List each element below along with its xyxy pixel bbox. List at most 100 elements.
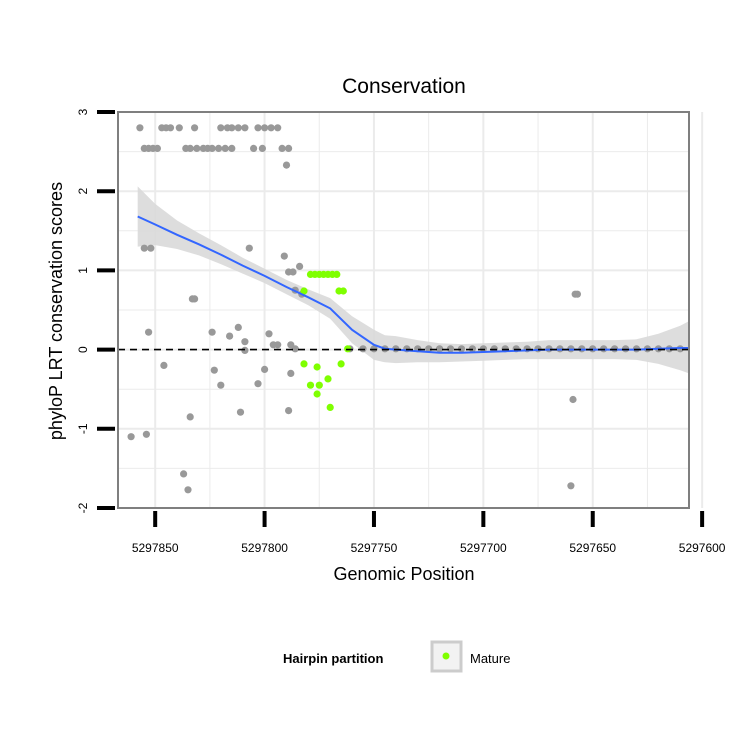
y-tick-label: 0: [76, 346, 90, 353]
mature-point: [306, 381, 315, 389]
other-point: [479, 345, 487, 353]
other-point: [175, 124, 183, 132]
other-point: [468, 345, 476, 353]
other-point: [436, 345, 444, 353]
mature-point: [339, 287, 347, 295]
other-point: [193, 144, 201, 152]
other-point: [254, 124, 262, 132]
other-point: [261, 365, 269, 373]
y-axis: -2 -1 0 1 2 3: [76, 108, 115, 513]
other-point: [153, 144, 161, 152]
other-point: [226, 332, 234, 340]
other-point: [140, 244, 148, 252]
other-point: [569, 395, 577, 404]
mature-point: [313, 363, 321, 371]
other-point: [147, 244, 155, 252]
mature-point: [300, 360, 308, 368]
legend-key-mature-point: [442, 652, 450, 660]
legend-label-mature: Mature: [470, 651, 510, 666]
plot-panel: [117, 111, 704, 509]
other-point: [258, 144, 266, 152]
other-point: [160, 361, 168, 369]
x-tick-label: 5297700: [460, 541, 507, 555]
other-point: [425, 345, 433, 353]
other-point: [234, 323, 242, 331]
other-point: [261, 124, 269, 132]
other-point: [285, 407, 293, 415]
other-point: [265, 330, 273, 338]
other-point: [534, 345, 542, 353]
other-point: [180, 470, 188, 478]
other-point: [234, 124, 242, 132]
x-axis-title: Genomic Position: [333, 564, 474, 584]
other-point: [127, 433, 135, 441]
other-point: [573, 290, 582, 298]
other-point: [446, 345, 455, 353]
other-point: [274, 341, 282, 349]
other-point: [186, 413, 194, 421]
other-point: [285, 144, 293, 152]
x-tick-label: 5297650: [569, 541, 616, 555]
other-point: [215, 144, 223, 152]
other-point: [370, 345, 378, 353]
other-point: [282, 161, 291, 169]
other-point: [254, 380, 262, 388]
other-point: [241, 338, 249, 346]
other-point: [191, 295, 199, 303]
mature-point: [315, 381, 323, 389]
mature-point: [313, 390, 321, 398]
other-point: [245, 244, 253, 252]
other-point: [291, 345, 299, 353]
other-point: [278, 144, 286, 152]
other-point: [457, 345, 466, 353]
mature-point: [344, 345, 352, 353]
other-point: [241, 124, 249, 132]
other-point: [359, 345, 367, 353]
other-point: [210, 366, 218, 374]
legend: Hairpin partition Mature: [283, 640, 510, 673]
other-point: [186, 144, 194, 152]
mature-point: [333, 270, 341, 278]
other-point: [145, 328, 153, 336]
other-point: [221, 144, 229, 152]
other-point: [250, 144, 258, 152]
other-point: [274, 124, 282, 132]
other-point: [208, 144, 216, 152]
panel-border: [117, 111, 690, 509]
other-point: [236, 408, 245, 416]
other-point: [184, 486, 192, 494]
y-tick-label: 2: [76, 188, 90, 195]
mature-point: [337, 360, 345, 368]
other-point: [228, 124, 236, 132]
other-point: [280, 252, 288, 260]
other-point: [142, 430, 150, 438]
y-tick-label: -1: [76, 423, 90, 434]
mature-point: [300, 287, 308, 295]
x-axis: 5297850 5297800 5297750 5297700 5297650 52976…: [132, 511, 726, 555]
other-point: [285, 268, 293, 276]
x-tick-label: 5297600: [679, 541, 726, 555]
y-axis-title: phyloP LRT conservation scores: [46, 182, 66, 440]
other-point: [217, 381, 225, 389]
legend-title: Hairpin partition: [283, 651, 383, 666]
other-point: [208, 328, 216, 336]
other-point: [191, 124, 199, 132]
other-point: [296, 262, 304, 270]
y-tick-label: 3: [76, 108, 90, 115]
other-point: [287, 369, 295, 377]
other-point: [228, 144, 236, 152]
x-tick-label: 5297800: [241, 541, 288, 555]
chart-title: Conservation: [342, 75, 466, 98]
confidence-band: [137, 186, 689, 374]
mature-point: [324, 375, 332, 383]
other-point: [217, 124, 225, 132]
other-point: [166, 124, 175, 132]
x-tick-label: 5297850: [132, 541, 179, 555]
y-tick-label: -2: [76, 502, 90, 513]
other-point: [136, 124, 144, 132]
x-tick-label: 5297750: [351, 541, 398, 555]
other-point: [267, 124, 275, 132]
legend-key-box: [430, 640, 463, 673]
mature-point: [326, 403, 334, 411]
